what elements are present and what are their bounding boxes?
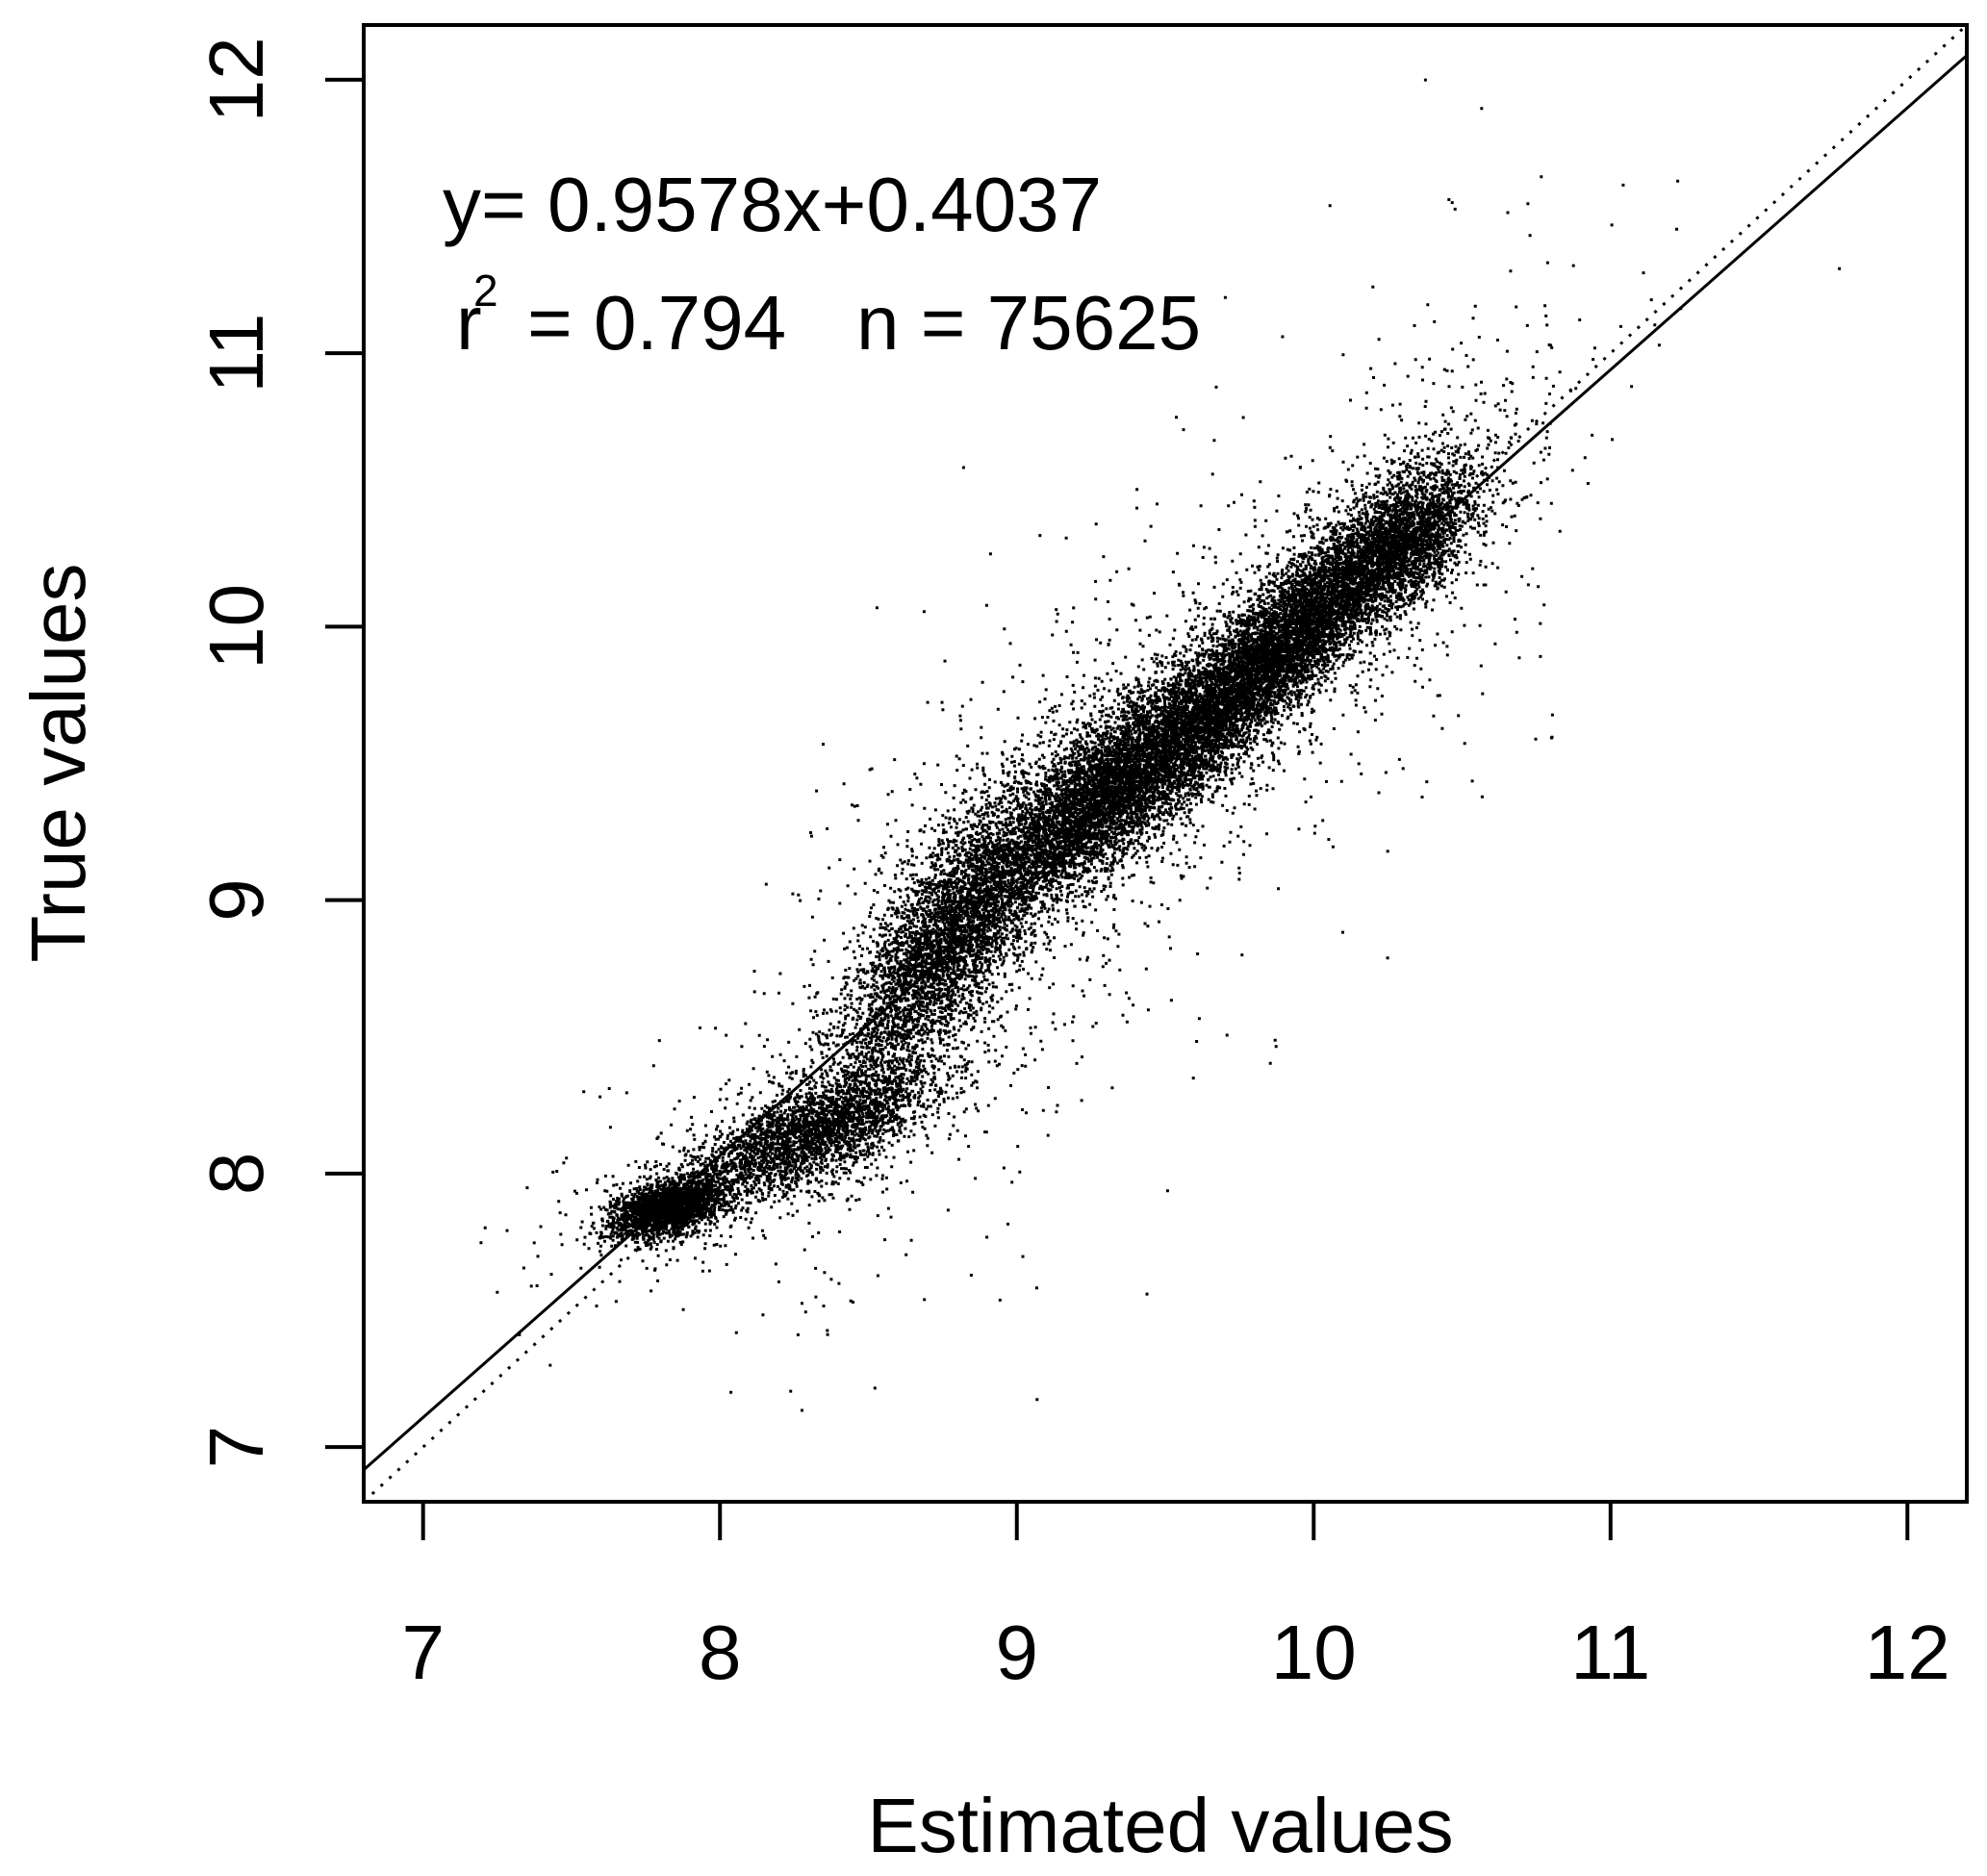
x-tick-label: 11 bbox=[1570, 1610, 1650, 1695]
reference-lines bbox=[364, 25, 1967, 1502]
scatter-point-cloud bbox=[479, 78, 1842, 1412]
x-tick-label: 8 bbox=[699, 1610, 742, 1695]
y-tick-label: 8 bbox=[193, 1153, 279, 1196]
x-tick-label: 12 bbox=[1865, 1610, 1950, 1695]
y-tick-label: 11 bbox=[193, 314, 279, 393]
y-tick-label: 10 bbox=[193, 584, 279, 670]
sample-size-annotation: n = 75625 bbox=[856, 280, 1201, 366]
y-tick-label: 7 bbox=[193, 1426, 279, 1469]
x-tick-label: 10 bbox=[1271, 1610, 1357, 1695]
regression-line bbox=[364, 54, 1967, 1471]
x-tick-label: 9 bbox=[995, 1610, 1038, 1695]
y-tick-label: 9 bbox=[193, 878, 279, 922]
fit-equation-annotation: y= 0.9578x+0.4037 bbox=[443, 162, 1102, 247]
x-axis-label: Estimated values bbox=[867, 1783, 1453, 1868]
y-axis: 7 8 9 10 11 12 bbox=[193, 37, 364, 1468]
r-squared-letter: r bbox=[456, 280, 482, 366]
y-axis-label: True values bbox=[15, 564, 101, 963]
plot-frame bbox=[362, 23, 1969, 1504]
x-axis: 7 8 9 10 11 12 bbox=[401, 1502, 1950, 1695]
y-tick-label: 12 bbox=[193, 37, 279, 122]
x-tick-label: 7 bbox=[401, 1610, 445, 1695]
r-squared-exponent: 2 bbox=[473, 266, 498, 316]
data-points bbox=[479, 78, 1842, 1412]
r-squared-value: = 0.794 bbox=[527, 280, 786, 366]
